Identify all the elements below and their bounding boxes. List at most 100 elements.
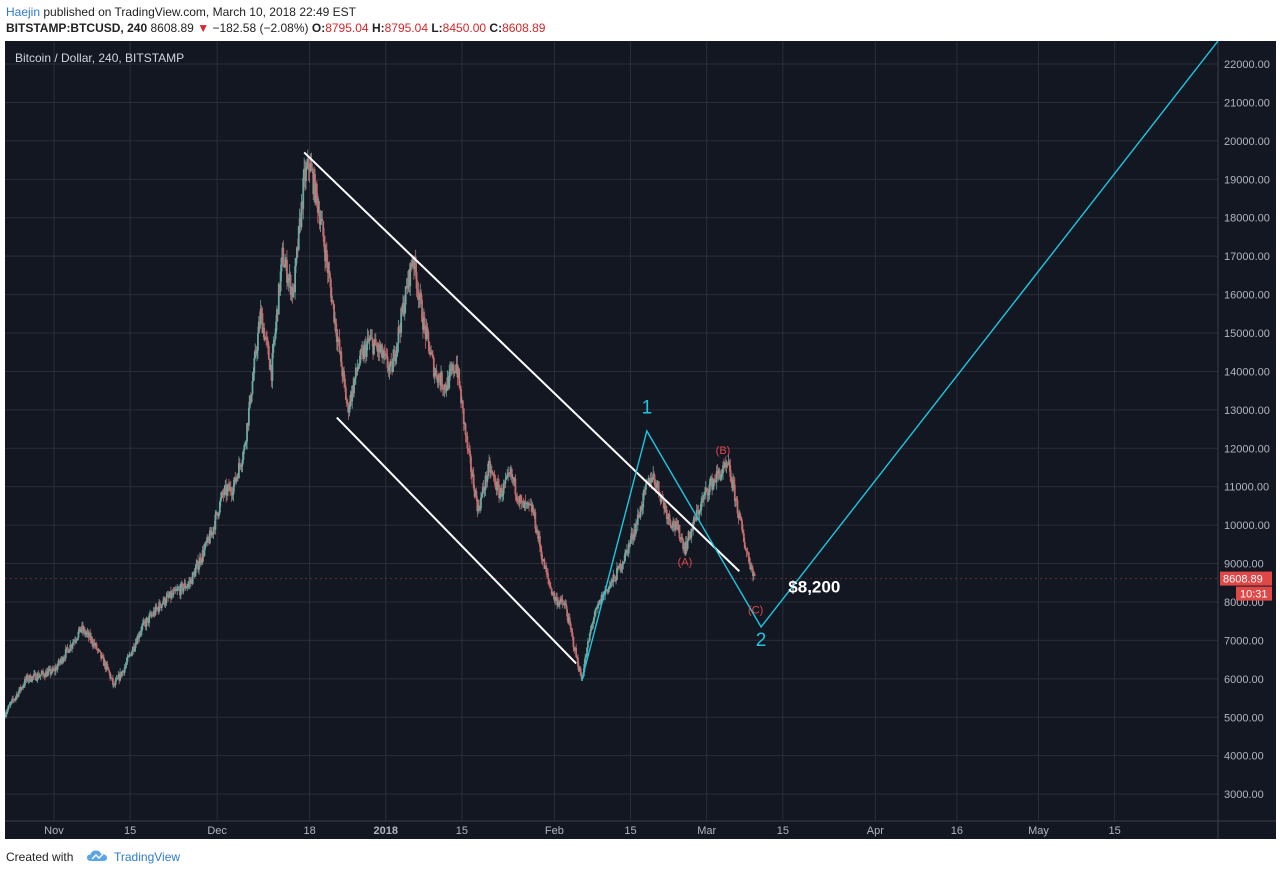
candle-body [556, 597, 559, 606]
candle-body [677, 524, 680, 530]
candle-body [704, 487, 707, 493]
candle-body [223, 487, 226, 496]
candle-body [53, 669, 56, 672]
candle-body [267, 345, 270, 360]
open-value: 8795.04 [325, 21, 369, 35]
channel-upper-line[interactable] [303, 151, 741, 572]
x-tick-label: 15 [1109, 825, 1121, 837]
candle-body [513, 478, 516, 483]
candle-body [37, 673, 40, 678]
candle-body [563, 603, 566, 606]
elliott-wave-line[interactable] [580, 40, 1219, 681]
candle-body [691, 528, 694, 531]
candle-body [531, 507, 534, 512]
candle-body [669, 520, 672, 526]
countdown-text: 10:31 [1240, 589, 1268, 601]
candle-body [732, 479, 734, 489]
chart-area[interactable]: 3000.00 4000.00 5000.00 6000.00 7000.00 8000.… [4, 40, 1276, 839]
candle-body [364, 344, 366, 348]
candle-body [665, 509, 668, 520]
candle-body [24, 678, 27, 681]
candle-body [577, 666, 580, 672]
candle-body [716, 471, 719, 474]
open-label: O: [311, 21, 326, 35]
candle-body [566, 608, 568, 617]
candle-body [361, 349, 364, 351]
candle-body [44, 671, 47, 678]
candle-body [73, 641, 76, 643]
candle-body [594, 610, 597, 617]
price-chart[interactable]: 3000.004000.005000.006000.007000.008000.… [4, 40, 1276, 839]
candle-body [167, 594, 170, 597]
candle-body [718, 469, 721, 475]
candle-body [329, 277, 332, 288]
candle-body [567, 616, 569, 623]
candle-body [310, 163, 313, 169]
channel-lower-line[interactable] [336, 416, 577, 665]
tradingview-brand-link[interactable]: TradingView [114, 850, 181, 864]
candle-body [286, 259, 288, 283]
author-link[interactable]: Haejin [6, 5, 41, 19]
candle-body [728, 461, 731, 465]
tradingview-cloud-icon [87, 850, 107, 861]
candle-body [342, 371, 345, 377]
candle-body [218, 501, 221, 513]
candle-body [154, 606, 157, 615]
candle-body [655, 484, 658, 489]
candle-body [468, 448, 471, 451]
candle-body [80, 629, 83, 633]
candle-body [208, 530, 211, 544]
candle-body [418, 298, 421, 300]
candle-body [614, 577, 617, 582]
candle-body [393, 350, 396, 362]
candle-body [287, 278, 290, 281]
candle-body [301, 202, 304, 209]
candle-body [155, 606, 158, 609]
candle-body [722, 465, 724, 474]
candle-body [626, 549, 628, 551]
candle-body [559, 598, 562, 602]
candle-body [565, 603, 568, 609]
candle-body [575, 647, 578, 657]
candle-body [596, 607, 598, 609]
candle-body [248, 395, 251, 408]
candle-body [476, 499, 479, 512]
candle-body [693, 516, 695, 524]
candle-body [622, 562, 625, 565]
candle-body [46, 671, 49, 677]
candle-body [584, 657, 587, 665]
candle-body [300, 202, 303, 228]
candle-body [242, 450, 245, 460]
candle-body [641, 507, 644, 511]
y-tick-label: 21000.00 [1224, 97, 1270, 109]
candle-body [100, 652, 102, 659]
candle-body [650, 478, 653, 483]
candle-body [554, 598, 557, 601]
candle-body [233, 477, 236, 487]
candle-body [65, 647, 68, 650]
candle-body [79, 626, 82, 633]
candle-body [714, 480, 717, 483]
candle-body [116, 678, 119, 680]
candle-body [63, 658, 65, 660]
close-value: 8608.89 [502, 21, 546, 35]
candle-body [500, 488, 503, 497]
candle-body [635, 523, 638, 525]
candle-body [40, 673, 43, 676]
candle-body [258, 321, 261, 325]
candle-body [674, 527, 676, 530]
candle-body [406, 286, 409, 289]
candles [4, 149, 756, 719]
candle-body [322, 221, 325, 237]
candle-body [496, 481, 499, 491]
candle-body [457, 368, 460, 378]
symbol-name: BITSTAMP:BTCUSD, 240 [6, 21, 148, 35]
candle-body [74, 640, 77, 642]
candle-body [700, 501, 703, 511]
y-tick-label: 4000.00 [1224, 751, 1264, 763]
candle-body [668, 514, 671, 521]
candle-body [142, 620, 145, 624]
candle-body [510, 469, 513, 478]
candle-body [608, 585, 611, 587]
candle-body [688, 531, 691, 536]
